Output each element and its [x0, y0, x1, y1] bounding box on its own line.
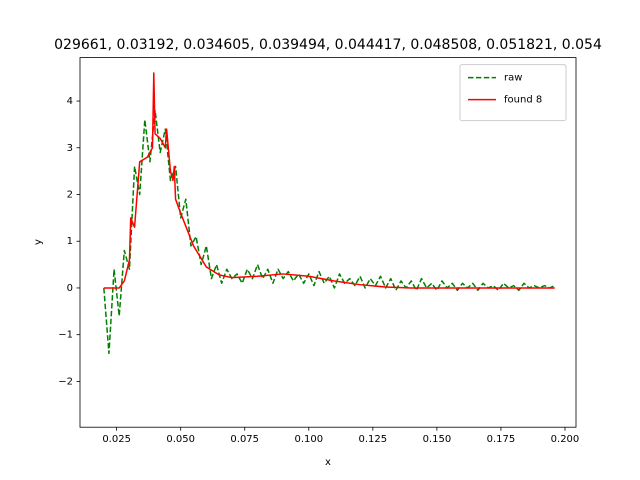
x-tick-label: 0.100 — [294, 434, 323, 445]
x-tick-label: 0.025 — [102, 434, 131, 445]
series-line — [103, 72, 555, 289]
x-axis-label: x — [325, 457, 331, 468]
plot-frame — [79, 57, 577, 428]
x-tick-label: 0.175 — [487, 434, 516, 445]
y-tick-label: 4 — [67, 96, 73, 107]
y-tick-label: 1 — [67, 236, 73, 247]
y-axis-label: y — [33, 239, 44, 245]
y-tick-label: −2 — [58, 376, 73, 387]
legend-label: raw — [504, 73, 522, 84]
y-tick-label: 3 — [67, 143, 73, 154]
y-tick-label: 0 — [67, 283, 73, 294]
x-tick-label: 0.050 — [166, 434, 195, 445]
x-tick-label: 0.075 — [230, 434, 259, 445]
x-tick-label: 0.125 — [359, 434, 388, 445]
legend-box — [459, 64, 567, 122]
x-tick-label: 0.200 — [551, 434, 580, 445]
x-tick-label: 0.150 — [423, 434, 452, 445]
legend-label: found 8 — [504, 95, 542, 106]
y-tick-label: 2 — [67, 190, 73, 201]
chart-title: 029661, 0.03192, 0.034605, 0.039494, 0.0… — [54, 37, 602, 53]
y-tick-label: −1 — [58, 330, 73, 341]
